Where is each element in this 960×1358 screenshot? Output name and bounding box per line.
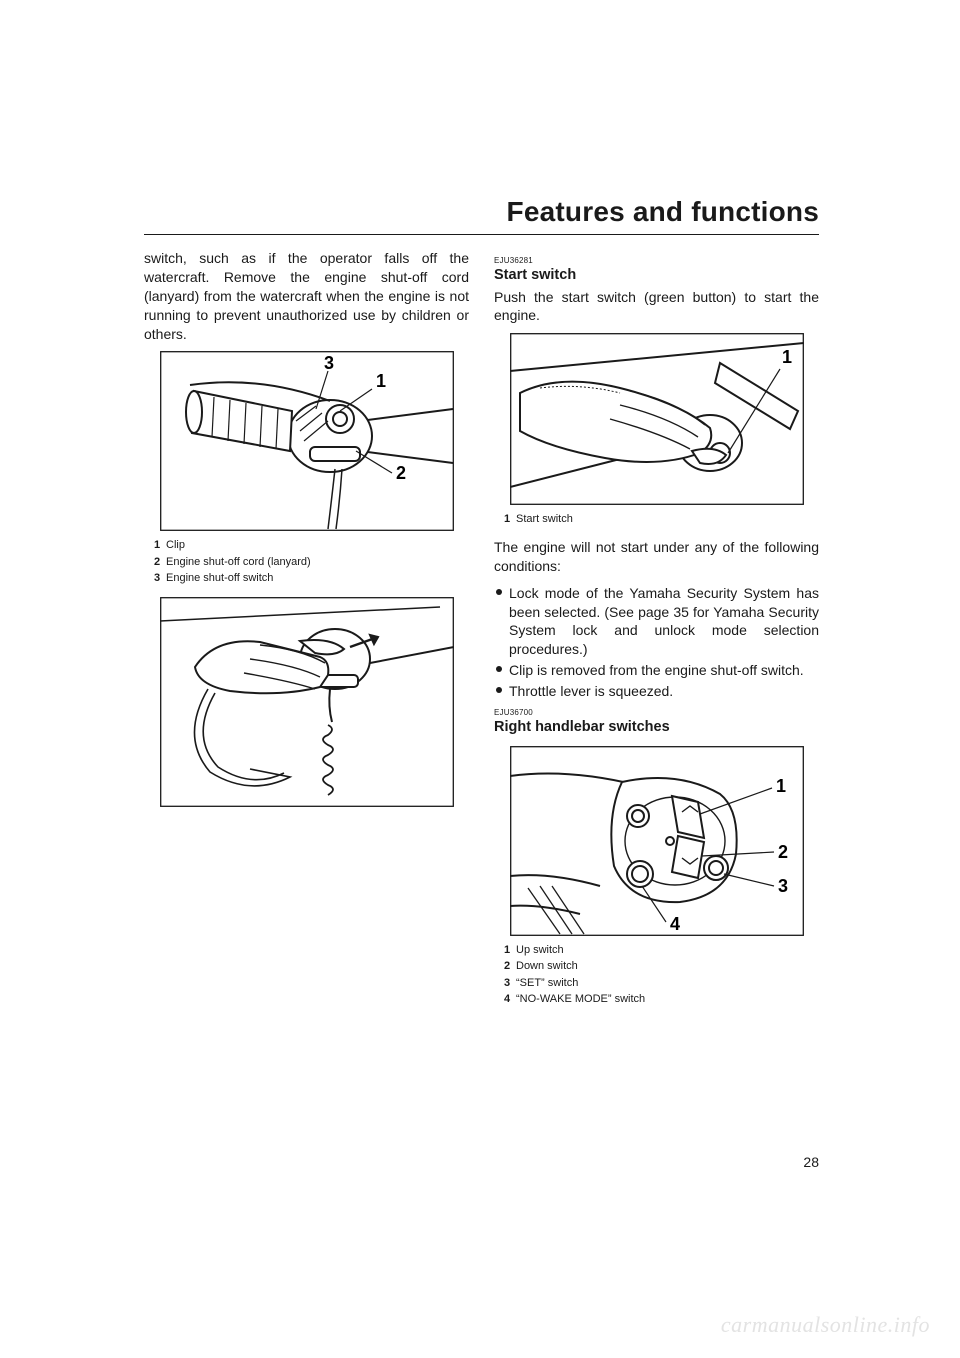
ref-code: EJU36700 bbox=[494, 709, 819, 717]
callout-1: 1 bbox=[782, 347, 792, 367]
left-para-1: switch, such as if the operator falls of… bbox=[144, 249, 469, 343]
legend-handlebar: 1Up switch 2Down switch 3“SET” switch 4“… bbox=[504, 942, 819, 1008]
content-frame: Features and functions switch, such as i… bbox=[144, 196, 819, 1018]
conditions-list: Lock mode of the Yamaha Security System … bbox=[494, 584, 819, 701]
subhead-start-switch: Start switch bbox=[494, 266, 819, 286]
legend-row: 4“NO-WAKE MODE” switch bbox=[504, 991, 819, 1008]
page-number: 28 bbox=[803, 1154, 819, 1170]
legend-row: 1Clip bbox=[154, 537, 469, 554]
svg-text:2: 2 bbox=[778, 842, 788, 862]
header-rule bbox=[144, 234, 819, 235]
legend-row: 3“SET” switch bbox=[504, 975, 819, 992]
section-title: Features and functions bbox=[144, 196, 819, 228]
list-item: Throttle lever is squeezed. bbox=[494, 682, 819, 701]
legend-row: 2Engine shut-off cord (lanyard) bbox=[154, 554, 469, 571]
figure-start-switch: 1 bbox=[510, 333, 804, 505]
list-item: Lock mode of the Yamaha Security System … bbox=[494, 584, 819, 660]
legend-row: 3Engine shut-off switch bbox=[154, 570, 469, 587]
callout-1: 1 bbox=[376, 371, 386, 391]
legend-start-switch: 1Start switch bbox=[504, 511, 819, 528]
legend-row: 1Up switch bbox=[504, 942, 819, 959]
figure-lanyard-hand bbox=[160, 597, 454, 807]
right-column: EJU36281 Start switch Push the start swi… bbox=[494, 249, 819, 1018]
callout-2: 2 bbox=[396, 463, 406, 483]
svg-text:4: 4 bbox=[670, 914, 680, 934]
right-para-1: Push the start switch (green button) to … bbox=[494, 288, 819, 326]
right-para-2: The engine will not start under any of t… bbox=[494, 538, 819, 576]
list-item: Clip is removed from the engine shut-off… bbox=[494, 661, 819, 680]
figure-handlebar-switches: 1 2 3 4 bbox=[510, 746, 804, 936]
legend-row: 1Start switch bbox=[504, 511, 819, 528]
svg-text:3: 3 bbox=[778, 876, 788, 896]
subhead-handlebar-switches: Right handlebar switches bbox=[494, 718, 819, 738]
left-column: switch, such as if the operator falls of… bbox=[144, 249, 469, 1018]
svg-text:1: 1 bbox=[776, 776, 786, 796]
watermark: carmanualsonline.info bbox=[721, 1312, 930, 1338]
callout-3: 3 bbox=[324, 353, 334, 373]
legend-shutoff: 1Clip 2Engine shut-off cord (lanyard) 3E… bbox=[154, 537, 469, 587]
figure-shutoff-switch: 1 2 3 bbox=[160, 351, 454, 531]
two-column-layout: switch, such as if the operator falls of… bbox=[144, 249, 819, 1018]
ref-code: EJU36281 bbox=[494, 257, 819, 265]
legend-row: 2Down switch bbox=[504, 958, 819, 975]
